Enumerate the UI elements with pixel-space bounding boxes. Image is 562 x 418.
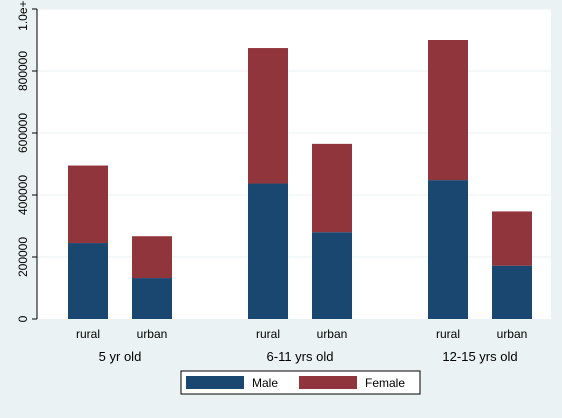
bar-segment-male: [312, 232, 352, 319]
bar-segment-male: [428, 180, 468, 319]
x-category-label: urban: [317, 327, 348, 341]
x-group-label: 5 yr old: [99, 349, 142, 364]
x-category-label: urban: [497, 327, 528, 341]
legend-swatch-female: [299, 376, 357, 389]
x-category-label: rural: [436, 327, 460, 341]
bar-segment-male: [132, 278, 172, 319]
y-tick-label: 0: [16, 315, 30, 322]
y-tick-label: 1.0e+06: [16, 0, 30, 31]
bar-segment-female: [132, 236, 172, 279]
y-tick-label: 400000: [16, 175, 30, 215]
x-category-label: rural: [76, 327, 100, 341]
bar-segment-male: [68, 243, 108, 319]
y-tick-label: 200000: [16, 237, 30, 277]
legend-label: Male: [252, 376, 278, 390]
plot-area: [37, 9, 551, 319]
bar-segment-male: [248, 183, 288, 319]
x-category-label: urban: [137, 327, 168, 341]
bar-segment-female: [248, 48, 288, 184]
legend-label: Female: [365, 376, 405, 390]
x-group-label: 6-11 yrs old: [267, 349, 334, 364]
bar-segment-female: [312, 143, 352, 233]
bar-segment-female: [492, 211, 532, 266]
x-category-label: rural: [256, 327, 280, 341]
bar-segment-female: [428, 40, 468, 181]
legend-swatch-male: [186, 376, 244, 389]
y-tick-label: 800000: [16, 51, 30, 91]
y-tick-label: 600000: [16, 113, 30, 153]
bar-segment-male: [492, 265, 532, 319]
bar-segment-female: [68, 165, 108, 244]
x-group-label: 12-15 yrs old: [442, 349, 517, 364]
